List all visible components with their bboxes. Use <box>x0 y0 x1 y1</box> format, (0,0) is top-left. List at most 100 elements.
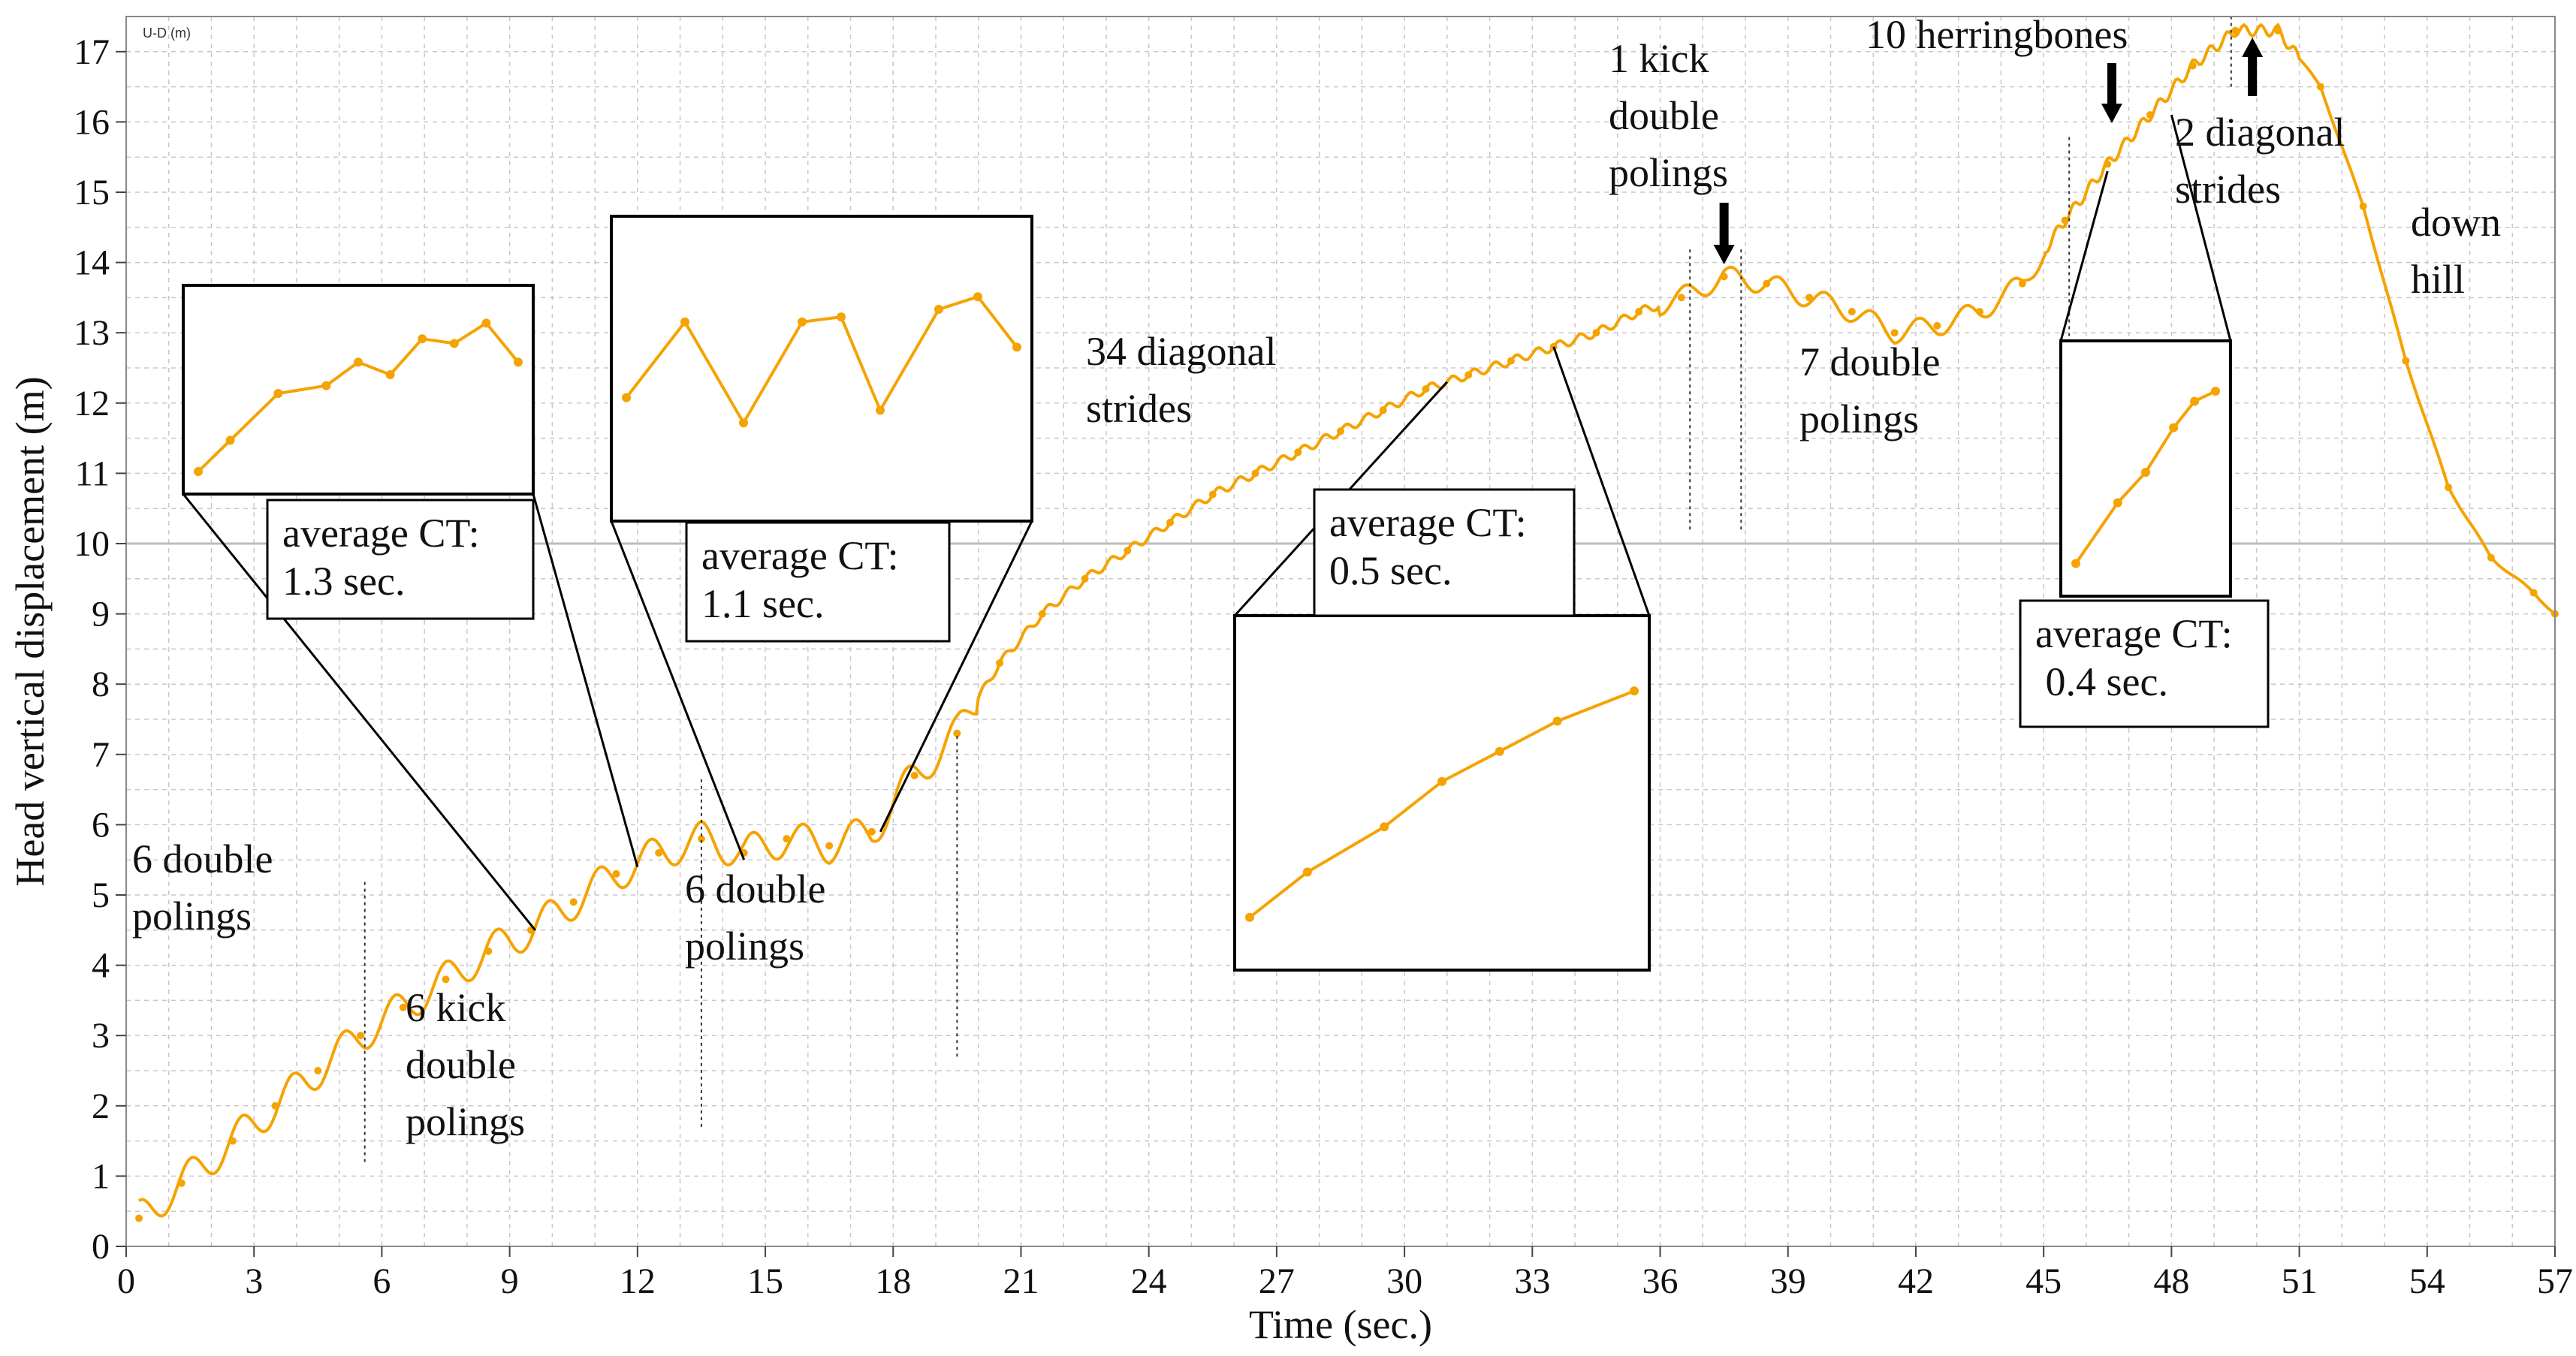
series-point <box>2359 202 2367 210</box>
series-point <box>442 975 450 984</box>
x-tick-label: 39 <box>1770 1261 1806 1301</box>
x-tick-label: 48 <box>2153 1261 2189 1301</box>
x-tick-label: 36 <box>1642 1261 1679 1301</box>
inset-line <box>2074 390 2216 565</box>
y-tick-label: 7 <box>92 735 110 775</box>
series-point <box>2061 216 2069 224</box>
x-tick-label: 45 <box>2026 1261 2062 1301</box>
series-point <box>2529 589 2538 597</box>
series-point <box>2146 111 2154 119</box>
series-point <box>1933 321 1941 330</box>
series-point <box>2018 279 2026 288</box>
series-point <box>1166 518 1175 526</box>
x-tick-label: 15 <box>747 1261 783 1301</box>
y-tick-label: 15 <box>74 173 110 212</box>
series-point <box>1677 294 1685 302</box>
series-point <box>1379 406 1387 414</box>
x-axis-title: Time (sec.) <box>1249 1302 1432 1347</box>
y-tick-label: 10 <box>74 524 110 564</box>
series-point <box>2402 357 2410 365</box>
series-point <box>135 1214 143 1222</box>
x-tick-label: 30 <box>1386 1261 1422 1301</box>
plot-frame <box>125 16 2556 1247</box>
annotation-diagonal-strides-2: 2 diagonal strides <box>2175 110 2345 212</box>
x-tick-label: 12 <box>620 1261 656 1301</box>
series-point <box>484 947 493 955</box>
y-tick-label: 12 <box>74 384 110 423</box>
y-tick-label: 5 <box>92 875 110 915</box>
series-point <box>1805 294 1814 302</box>
annotation-double-polings-3: 7 double polings <box>1799 339 1940 441</box>
series-point <box>2188 62 2197 70</box>
series-point <box>953 729 961 737</box>
inset-box <box>610 215 1033 523</box>
x-tick-label: 18 <box>875 1261 911 1301</box>
y-tick-label: 8 <box>92 664 110 704</box>
y-tick-label: 6 <box>92 805 110 845</box>
series-point <box>1848 308 1856 316</box>
series-point <box>867 827 876 836</box>
series-point <box>314 1067 322 1074</box>
inset-connector <box>2059 170 2109 342</box>
series-point <box>2445 484 2453 492</box>
y-tick-label: 1 <box>92 1156 110 1196</box>
series-point <box>996 659 1004 667</box>
series-point <box>1208 490 1217 499</box>
arrow-herringbones <box>2101 63 2122 123</box>
y-tick-label: 11 <box>75 454 110 493</box>
inset-line <box>1248 689 1635 919</box>
x-tick-label: 24 <box>1131 1261 1167 1301</box>
y-tick-label: 9 <box>92 595 110 634</box>
x-tick-label: 0 <box>117 1261 135 1301</box>
series-point <box>399 1003 407 1011</box>
series-point <box>357 1032 365 1040</box>
inset-connector <box>182 493 536 931</box>
inset-label: average CT: 0.4 sec. <box>2035 611 2233 704</box>
annotation-kick-double-polings: 6 kick double polings <box>406 985 525 1144</box>
corner-label: U-D (m) <box>143 26 191 41</box>
series-point <box>825 842 834 850</box>
x-tick-label: 51 <box>2282 1261 2318 1301</box>
x-tick-label: 27 <box>1259 1261 1295 1301</box>
inset-4: average CT: 0.4 sec. <box>2019 114 2270 728</box>
inset-label-box <box>266 499 535 620</box>
x-tick-label: 33 <box>1514 1261 1550 1301</box>
inset-label-box <box>685 521 951 643</box>
series-point <box>1635 308 1643 316</box>
annotation-herringbones: 10 herringbones <box>1866 12 2128 57</box>
series-point <box>910 771 918 779</box>
series-point <box>1720 273 1728 281</box>
series-point <box>2487 553 2495 562</box>
series-point <box>177 1179 186 1187</box>
x-tick-label: 42 <box>1898 1261 1934 1301</box>
series-point <box>697 835 705 843</box>
series-point <box>612 869 620 878</box>
inset-line <box>625 294 1018 426</box>
series-point <box>1422 385 1430 393</box>
inset-box <box>182 284 535 496</box>
series-point <box>2231 26 2240 35</box>
inset-label: average CT: 0.5 sec. <box>1329 500 1527 593</box>
y-tick-label: 3 <box>92 1016 110 1056</box>
series-point <box>1124 547 1132 555</box>
x-tick-label: 21 <box>1003 1261 1039 1301</box>
y-tick-label: 13 <box>74 313 110 353</box>
series-point <box>1763 279 1771 288</box>
axes: 0 3 6 9 12 15 18 21 24 27 30 33 36 39 42 45 48 51 54 570123… <box>8 16 2573 1347</box>
series-point <box>1890 329 1899 337</box>
annotation-downhill: down hill <box>2411 200 2501 302</box>
series-point <box>271 1101 279 1110</box>
x-tick-label: 54 <box>2409 1261 2445 1301</box>
inset-line <box>197 321 520 473</box>
series-point <box>2274 26 2282 35</box>
y-axis-title: Head vertical displacement (m) <box>8 376 53 886</box>
inset-connector <box>1552 346 1651 616</box>
arrow-diagonal-strides <box>2242 38 2264 96</box>
inset-connector <box>879 520 1033 833</box>
y-tick-label: 17 <box>74 32 110 72</box>
inset-connector <box>610 520 746 860</box>
y-tick-label: 4 <box>92 946 110 986</box>
y-tick-label: 0 <box>92 1227 110 1267</box>
series-point <box>1464 371 1473 379</box>
